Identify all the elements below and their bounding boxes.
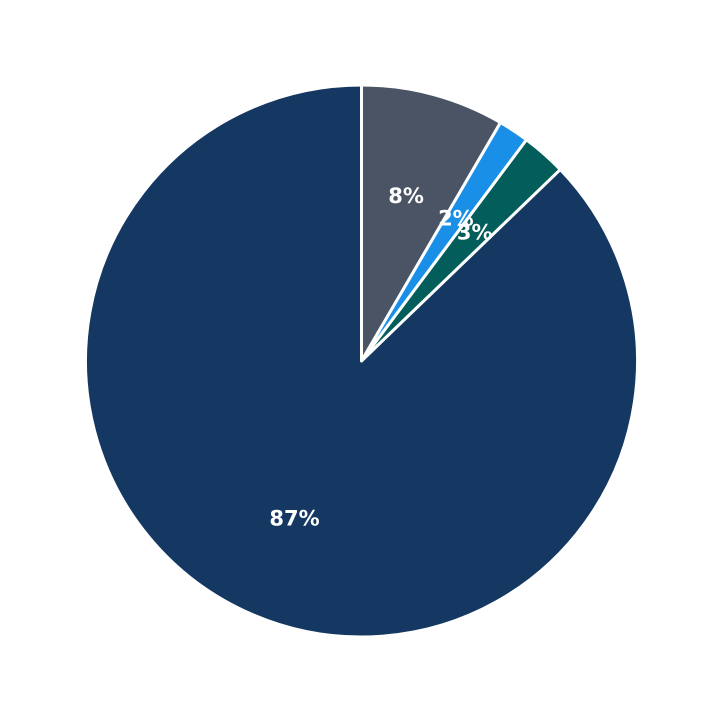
pie-slice-label-0: 8% (388, 184, 424, 208)
pie-slice-label-2: 3% (457, 221, 493, 245)
pie-slice-label-3: 87% (269, 506, 319, 530)
pie-slice-3 (84, 83, 639, 639)
pie-slice-label-1: 2% (438, 206, 474, 230)
pie-slices (84, 83, 639, 639)
pie-labels: 8% 2%3% 87% (269, 184, 492, 531)
pie-slice-0 (360, 83, 502, 363)
